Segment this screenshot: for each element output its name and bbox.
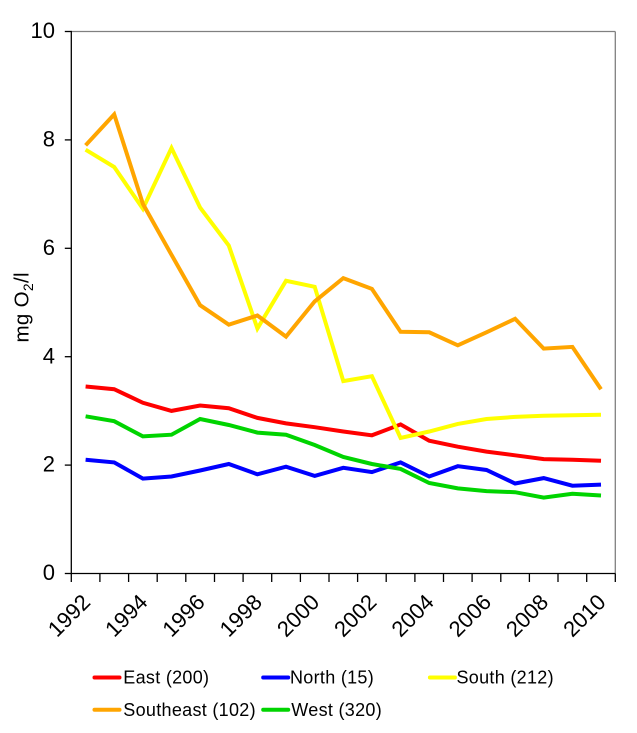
svg-text:10: 10 bbox=[31, 18, 55, 43]
svg-text:Southeast (102): Southeast (102) bbox=[123, 700, 256, 720]
svg-text:North (15): North (15) bbox=[290, 668, 374, 688]
svg-text:mg O2/l: mg O2/l bbox=[11, 272, 37, 342]
svg-text:South (212): South (212) bbox=[457, 668, 554, 688]
svg-text:6: 6 bbox=[43, 235, 55, 260]
svg-text:East (200): East (200) bbox=[123, 668, 209, 688]
svg-text:West (320): West (320) bbox=[291, 700, 382, 720]
svg-text:0: 0 bbox=[43, 560, 55, 585]
svg-text:4: 4 bbox=[43, 343, 55, 368]
svg-text:2: 2 bbox=[43, 452, 55, 477]
svg-text:8: 8 bbox=[43, 127, 55, 152]
